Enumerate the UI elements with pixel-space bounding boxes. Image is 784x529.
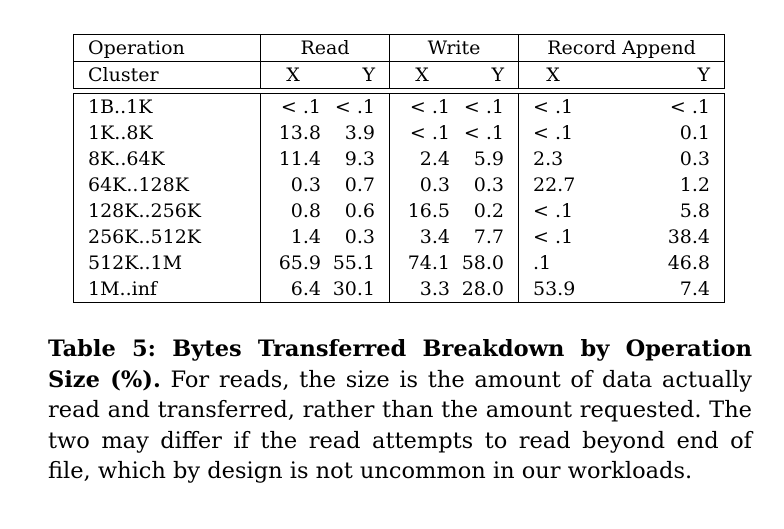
header-write-x: X [389, 61, 454, 89]
cell-write-y: 0.3 [454, 172, 519, 198]
header-write: Write [389, 34, 519, 62]
table-header-row-1: Operation Read Write Record Append [73, 34, 725, 62]
cell-read-y: 3.9 [325, 120, 390, 146]
cell-ra-y: 0.1 [587, 120, 725, 146]
cell-ra-y: 46.8 [587, 250, 725, 276]
row-size-label: 512K..1M [73, 250, 261, 276]
cell-read-x: 0.3 [290, 174, 321, 196]
cell-read-y: 0.3 [325, 224, 390, 250]
cell-write-x: < .1 [409, 122, 450, 144]
cell-write-x: 2.4 [419, 148, 450, 170]
cell-write-x: 0.3 [419, 174, 450, 196]
cell-read-y: < .1 [325, 93, 390, 120]
cell-ra-x: < .1 [533, 200, 574, 222]
header-record-append: Record Append [518, 34, 725, 62]
table-body: 1B..1K < .1 < .1 < .1 < .1 < .1 < .1 1K..8K 13.8… [73, 93, 725, 303]
cell-read-y: 0.7 [325, 172, 390, 198]
cell-ra-x: < .1 [533, 122, 574, 144]
header-ra-x: X [518, 61, 587, 89]
row-size-label: 64K..128K [73, 172, 261, 198]
cell-read-x: 0.8 [290, 200, 321, 222]
table-row: 8K..64K 11.4 9.3 2.4 5.9 2.3 0.3 [73, 146, 725, 172]
caption-title: Table 5: Bytes Transferred Breakdown by … [48, 336, 752, 393]
cell-write-y: 7.7 [454, 224, 519, 250]
header-read-x: X [260, 61, 325, 89]
bytes-transferred-table: Operation Read Write Record Append Clust… [73, 34, 725, 303]
cell-ra-y: 38.4 [587, 224, 725, 250]
table-row: 128K..256K 0.8 0.6 16.5 0.2 < .1 5.8 [73, 198, 725, 224]
cell-ra-x: 53.9 [518, 276, 587, 303]
row-size-label: 1M..inf [73, 276, 261, 303]
cell-write-y: 58.0 [454, 250, 519, 276]
cell-ra-y: 0.3 [587, 146, 725, 172]
cell-write-y: < .1 [454, 120, 519, 146]
cell-read-y: 55.1 [325, 250, 390, 276]
cell-read-x: 13.8 [278, 122, 321, 144]
row-size-label: 128K..256K [73, 198, 261, 224]
cell-ra-x: .1 [533, 252, 552, 274]
cell-read-x: < .1 [260, 93, 325, 120]
table-row: 256K..512K 1.4 0.3 3.4 7.7 < .1 38.4 [73, 224, 725, 250]
row-size-label: 1B..1K [73, 93, 261, 120]
cell-ra-y: 7.4 [587, 276, 725, 303]
table-row: 1K..8K 13.8 3.9 < .1 < .1 < .1 0.1 [73, 120, 725, 146]
cell-read-y: 30.1 [325, 276, 390, 303]
cell-write-x: 74.1 [407, 252, 450, 274]
table-row: 512K..1M 65.9 55.1 74.1 58.0 .1 46.8 [73, 250, 725, 276]
row-size-label: 256K..512K [73, 224, 261, 250]
row-size-label: 8K..64K [73, 146, 261, 172]
cell-read-y: 9.3 [325, 146, 390, 172]
table-row: 1M..inf 6.4 30.1 3.3 28.0 53.9 7.4 [73, 276, 725, 303]
cell-ra-x: 2.3 [533, 148, 564, 170]
table-row: 64K..128K 0.3 0.7 0.3 0.3 22.7 1.2 [73, 172, 725, 198]
cell-read-x: 11.4 [278, 148, 321, 170]
cell-write-x: 16.5 [407, 200, 450, 222]
cell-ra-y: 5.8 [587, 198, 725, 224]
cell-read-x: 65.9 [278, 252, 321, 274]
header-operation: Operation [73, 34, 261, 62]
cell-read-x: 6.4 [260, 276, 325, 303]
cell-write-y: < .1 [454, 93, 519, 120]
cell-write-x: 3.4 [419, 226, 450, 248]
cell-ra-x: < .1 [533, 226, 574, 248]
data-table-container: Operation Read Write Record Append Clust… [73, 34, 725, 309]
header-ra-y: Y [587, 61, 725, 89]
cell-read-y: 0.6 [325, 198, 390, 224]
header-read: Read [260, 34, 390, 62]
cell-write-x: < .1 [389, 93, 454, 120]
row-size-label: 1K..8K [73, 120, 261, 146]
cell-ra-x: 22.7 [533, 174, 576, 196]
cell-write-y: 0.2 [454, 198, 519, 224]
cell-write-y: 5.9 [454, 146, 519, 172]
header-write-y: Y [454, 61, 519, 89]
table-caption: Table 5: Bytes Transferred Breakdown by … [48, 334, 752, 487]
header-cluster: Cluster [73, 61, 261, 89]
table-row: 1B..1K < .1 < .1 < .1 < .1 < .1 < .1 [73, 93, 725, 120]
cell-read-x: 1.4 [290, 226, 321, 248]
table-header-row-2: Cluster X Y X Y X Y [73, 61, 725, 89]
cell-ra-x: < .1 [518, 93, 587, 120]
cell-write-x: 3.3 [389, 276, 454, 303]
cell-ra-y: 1.2 [587, 172, 725, 198]
header-read-y: Y [325, 61, 390, 89]
caption-text: For reads, the size is the amount of dat… [48, 366, 752, 485]
cell-write-y: 28.0 [454, 276, 519, 303]
cell-ra-y: < .1 [587, 93, 725, 120]
